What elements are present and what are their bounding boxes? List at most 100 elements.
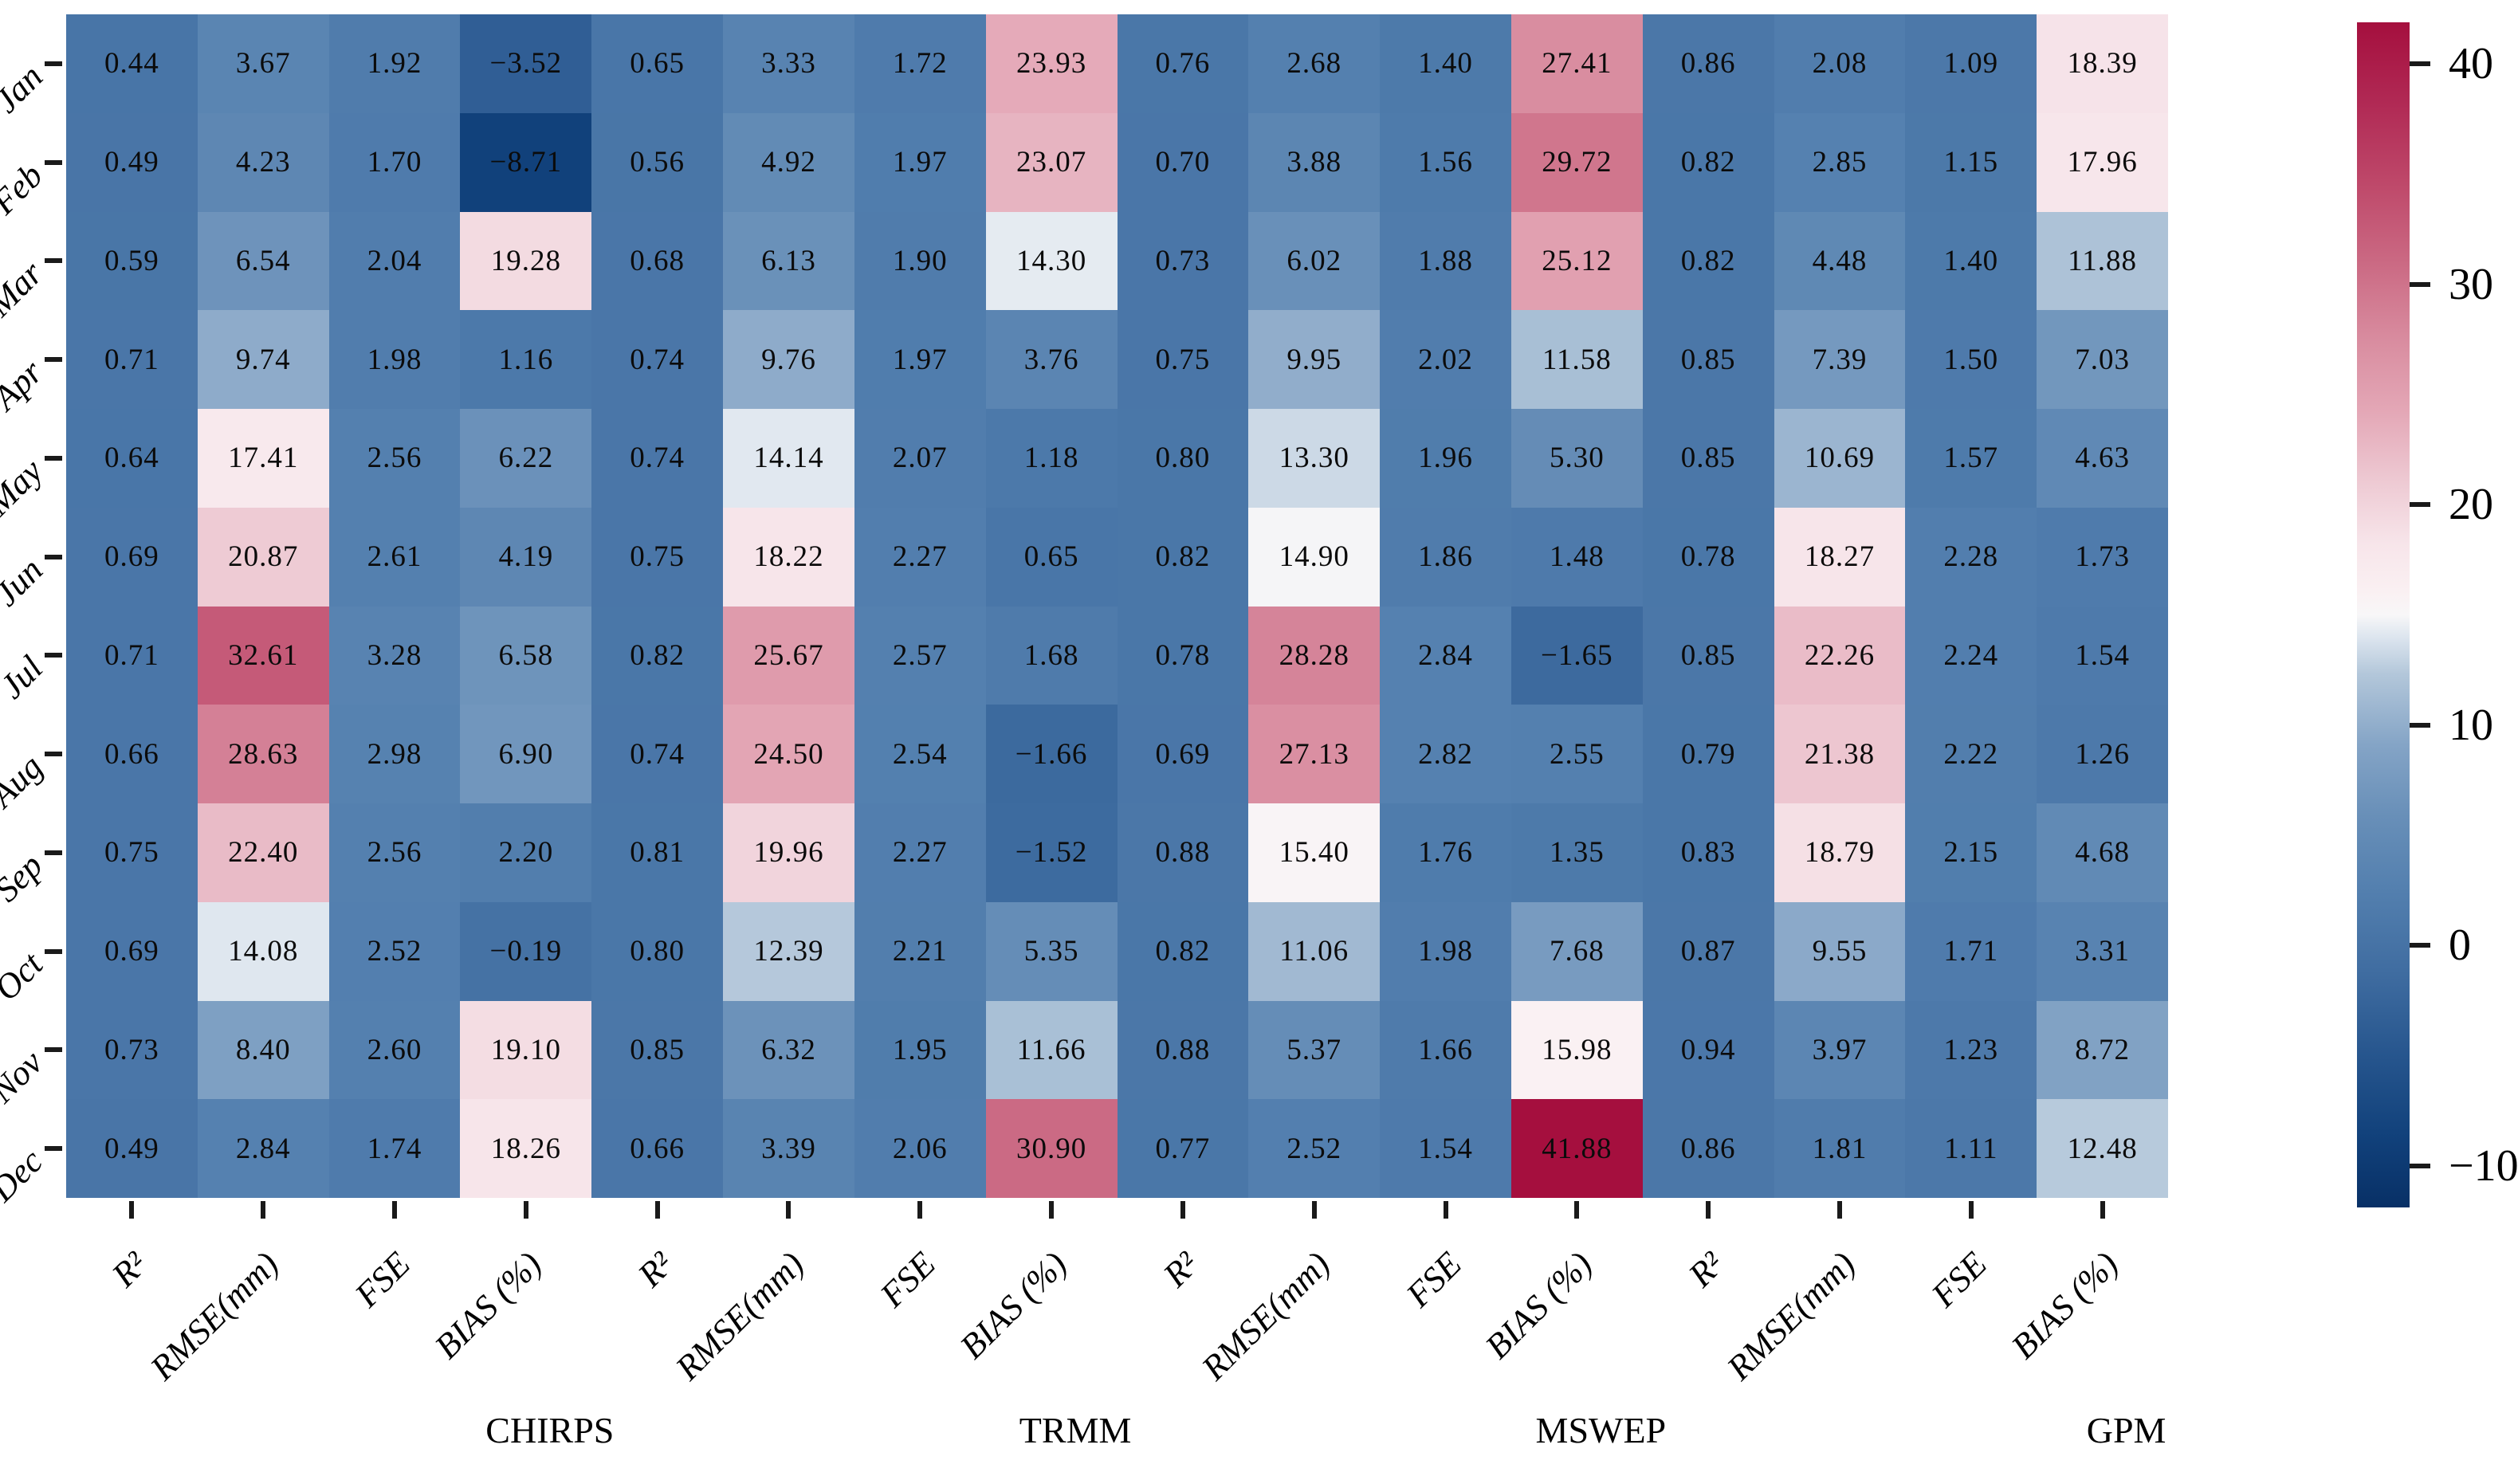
- x-tick: [1574, 1201, 1580, 1219]
- heatmap-cell: 1.35: [1510, 803, 1643, 902]
- heatmap-cell: −3.52: [460, 14, 592, 113]
- dataset-label: CHIRPS: [485, 1410, 615, 1451]
- heatmap-cell: 17.41: [197, 409, 329, 508]
- heatmap-cell: 1.26: [2037, 705, 2168, 803]
- heatmap-cell: 9.74: [197, 310, 329, 409]
- heatmap-cell: 0.79: [1642, 705, 1774, 803]
- heatmap-cell: 2.68: [1248, 14, 1381, 113]
- heatmap-cell: 23.07: [985, 112, 1118, 212]
- y-tick: [45, 258, 62, 264]
- heatmap-cell: 20.87: [197, 507, 329, 607]
- y-tick: [45, 1047, 62, 1053]
- x-tick: [654, 1201, 660, 1219]
- heatmap-cell: 4.23: [197, 112, 329, 212]
- heatmap-cell: 0.86: [1642, 14, 1774, 113]
- heatmap-cell: 6.90: [460, 705, 592, 803]
- x-tick: [2100, 1201, 2105, 1219]
- x-tick: [1706, 1201, 1711, 1219]
- heatmap-cell: 2.82: [1380, 705, 1511, 803]
- y-tick: [45, 159, 62, 165]
- heatmap-cell: 2.02: [1380, 310, 1511, 409]
- colorbar-tick-label: 0: [2449, 921, 2471, 971]
- heatmap-cell: 3.39: [723, 1099, 854, 1198]
- heatmap-cell: 2.61: [328, 507, 461, 607]
- y-tick: [45, 850, 62, 855]
- heatmap-cell: 0.80: [1117, 409, 1249, 508]
- y-tick: [45, 1146, 62, 1152]
- heatmap-cell: 0.85: [1642, 310, 1774, 409]
- heatmap-cell: 14.14: [723, 409, 854, 508]
- heatmap-cell: 0.70: [1117, 112, 1249, 212]
- colorbar-tick: [2410, 1163, 2430, 1168]
- heatmap-cell: 2.56: [328, 409, 461, 508]
- heatmap-cell: 0.85: [1642, 409, 1774, 508]
- heatmap-cell: 18.26: [460, 1099, 592, 1198]
- heatmap-grid: 0.44 3.67 1.92 −3.52 0.65 3.33 1.72 23.93 0.76 2.…: [66, 14, 2168, 1198]
- heatmap-cell: 5.35: [985, 901, 1118, 1001]
- heatmap-cell: 0.88: [1117, 803, 1249, 902]
- heatmap-cell: 0.65: [985, 507, 1118, 607]
- heatmap-cell: 3.33: [723, 14, 854, 113]
- x-tick: [523, 1201, 528, 1219]
- heatmap-cell: 1.50: [1905, 310, 2037, 409]
- dataset-label: GPM: [2086, 1410, 2166, 1451]
- heatmap-cell: 0.71: [66, 310, 198, 409]
- heatmap-cell: 3.76: [985, 310, 1118, 409]
- heatmap-cell: 28.63: [197, 705, 329, 803]
- heatmap-cell: −1.52: [985, 803, 1118, 902]
- heatmap-cell: 1.97: [854, 112, 986, 212]
- heatmap-cell: 9.55: [1774, 901, 1906, 1001]
- heatmap-cell: 2.28: [1905, 507, 2037, 607]
- heatmap-cell: 3.67: [197, 14, 329, 113]
- heatmap-cell: 18.27: [1774, 507, 1906, 607]
- heatmap-cell: 0.74: [591, 705, 724, 803]
- heatmap-cell: 0.49: [66, 112, 198, 212]
- y-tick: [45, 948, 62, 954]
- y-tick: [45, 357, 62, 363]
- y-tick: [45, 61, 62, 66]
- heatmap-cell: 14.90: [1248, 507, 1381, 607]
- colorbar-tick-label: 10: [2449, 700, 2493, 750]
- heatmap-cell: 11.58: [1510, 310, 1643, 409]
- heatmap-cell: 1.16: [460, 310, 592, 409]
- heatmap-cell: 25.12: [1510, 211, 1643, 311]
- heatmap-cell: 6.02: [1248, 211, 1381, 311]
- heatmap-cell: 1.98: [328, 310, 461, 409]
- heatmap-cell: 0.87: [1642, 901, 1774, 1001]
- heatmap-cell: 1.09: [1905, 14, 2037, 113]
- heatmap-cell: 18.39: [2037, 14, 2168, 113]
- heatmap-cell: 0.82: [1642, 112, 1774, 212]
- heatmap-cell: 29.72: [1510, 112, 1643, 212]
- heatmap-cell: −1.66: [985, 705, 1118, 803]
- heatmap-cell: 0.65: [591, 14, 724, 113]
- colorbar-tick: [2410, 281, 2430, 287]
- heatmap-cell: 24.50: [723, 705, 854, 803]
- heatmap-cell: 1.54: [2037, 606, 2168, 705]
- heatmap-cell: 17.96: [2037, 112, 2168, 212]
- x-tick: [392, 1201, 398, 1219]
- heatmap-cell: 0.86: [1642, 1099, 1774, 1198]
- heatmap-cell: 3.31: [2037, 901, 2168, 1001]
- heatmap-cell: 0.82: [1117, 901, 1249, 1001]
- heatmap-cell: 1.98: [1380, 901, 1511, 1001]
- heatmap-cell: 0.73: [1117, 211, 1249, 311]
- heatmap-cell: 32.61: [197, 606, 329, 705]
- heatmap-cell: 1.73: [2037, 507, 2168, 607]
- heatmap-cell: 14.08: [197, 901, 329, 1001]
- heatmap-cell: 0.71: [66, 606, 198, 705]
- heatmap-cell: 1.70: [328, 112, 461, 212]
- heatmap-cell: 23.93: [985, 14, 1118, 113]
- heatmap-cell: 1.56: [1380, 112, 1511, 212]
- heatmap-cell: 11.06: [1248, 901, 1381, 1001]
- heatmap-cell: 2.54: [854, 705, 986, 803]
- heatmap-cell: 0.49: [66, 1099, 198, 1198]
- heatmap-cell: 0.59: [66, 211, 198, 311]
- heatmap-cell: 19.10: [460, 1000, 592, 1100]
- heatmap-cell: 25.67: [723, 606, 854, 705]
- heatmap-cell: 7.03: [2037, 310, 2168, 409]
- colorbar-tick: [2410, 61, 2430, 66]
- heatmap-cell: 9.76: [723, 310, 854, 409]
- heatmap-cell: 7.39: [1774, 310, 1906, 409]
- heatmap-cell: 1.96: [1380, 409, 1511, 508]
- heatmap-cell: 13.30: [1248, 409, 1381, 508]
